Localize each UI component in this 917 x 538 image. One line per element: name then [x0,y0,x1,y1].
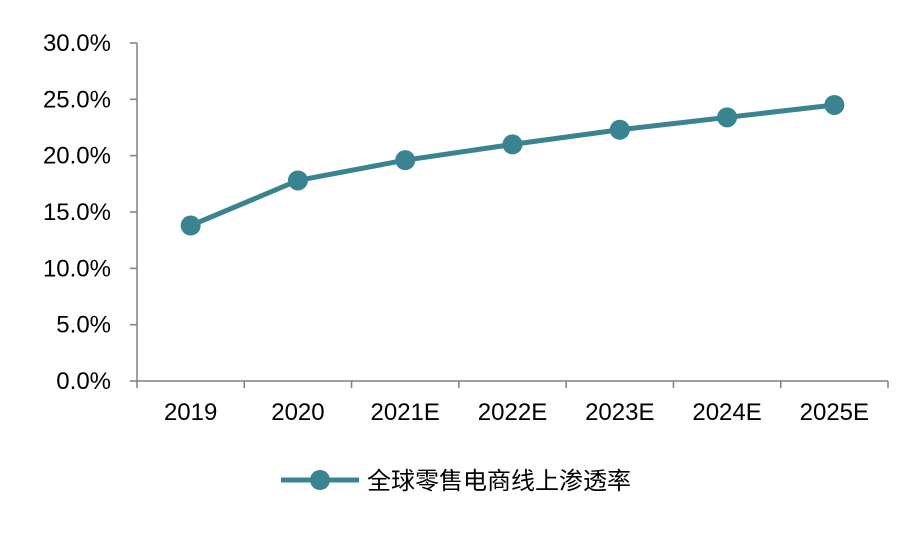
x-tick-label: 2025E [800,399,869,426]
y-tick-label: 20.0% [43,143,111,170]
x-tick-label: 2024E [692,399,761,426]
y-tick-label: 10.0% [43,255,111,282]
x-tick-label: 2019 [164,399,217,426]
legend-label: 全球零售电商线上渗透率 [367,468,631,495]
x-tick-label: 2021E [371,399,440,426]
y-axis-tick-labels: 0.0% 5.0% 10.0% 15.0% 20.0% 25.0% 30.0% [43,30,111,395]
y-tick-label: 30.0% [43,30,111,57]
data-point-marker [824,94,845,115]
data-point-marker [180,215,201,236]
legend: 全球零售电商线上渗透率 [281,468,631,495]
data-point-marker [502,134,523,155]
y-tick-label: 25.0% [43,86,111,113]
x-tick-label: 2022E [478,399,547,426]
data-point-marker [395,150,416,171]
data-point-marker [287,170,308,191]
legend-marker-swatch [310,470,330,490]
series-layer [180,94,845,236]
y-tick-label: 5.0% [56,312,111,339]
x-tick-label: 2023E [585,399,654,426]
data-point-marker [717,107,738,128]
x-tick-label: 2020 [271,399,324,426]
x-axis-tick-labels: 2019 2020 2021E 2022E 2023E 2024E 2025E [164,399,869,426]
y-tick-label: 15.0% [43,199,111,226]
series-line [188,102,837,229]
axes [130,42,889,388]
data-point-marker [609,119,630,140]
y-tick-label: 0.0% [56,368,111,395]
